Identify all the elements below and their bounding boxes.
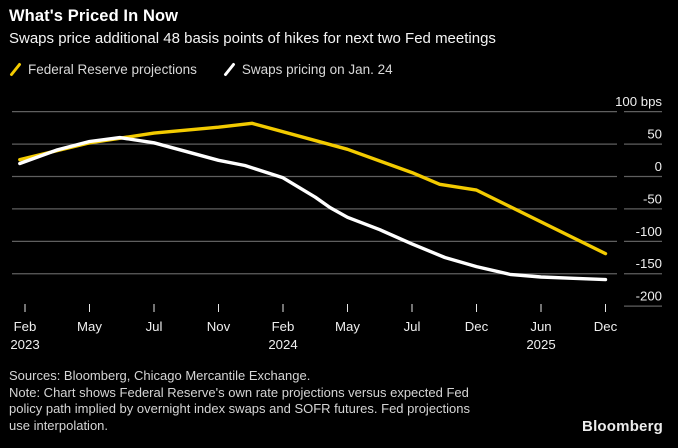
x-axis-month-label: Dec bbox=[465, 319, 489, 334]
y-axis-label: 50 bbox=[647, 127, 662, 142]
sources-text: Sources: Bloomberg, Chicago Mercantile E… bbox=[9, 368, 311, 383]
legend-label-fed-projections: Federal Reserve projections bbox=[28, 62, 197, 77]
chart-legend: Federal Reserve projections Swaps pricin… bbox=[9, 62, 393, 77]
bloomberg-logo: Bloomberg bbox=[582, 418, 663, 435]
y-axis-label: -100 bbox=[636, 224, 662, 239]
x-axis-year-label: 2025 bbox=[526, 337, 555, 352]
x-axis-month-label: Dec bbox=[594, 319, 618, 334]
x-axis-month-label: Nov bbox=[207, 319, 231, 334]
x-axis-month-label: May bbox=[335, 319, 360, 334]
legend-label-swaps-pricing: Swaps pricing on Jan. 24 bbox=[241, 62, 393, 77]
fed-projections-line bbox=[18, 121, 608, 256]
y-axis-label: -150 bbox=[636, 256, 662, 271]
x-axis-month-label: Feb bbox=[14, 319, 37, 334]
x-axis-month-label: May bbox=[77, 319, 102, 334]
legend-item-fed-projections: Federal Reserve projections bbox=[9, 62, 197, 77]
y-axis-label: -50 bbox=[643, 191, 662, 206]
note-text: Note: Chart shows Federal Reserve's own … bbox=[9, 384, 471, 433]
x-axis-month-label: Jul bbox=[404, 319, 421, 334]
y-axis-label: 0 bbox=[655, 159, 662, 174]
legend-item-swaps-pricing: Swaps pricing on Jan. 24 bbox=[223, 62, 393, 77]
white-slash-icon bbox=[223, 63, 235, 76]
fed-swaps-line-chart: 100 bps 50 0 -50 -100 -150 -200 Feb 2023 May Jul No… bbox=[10, 94, 662, 352]
chart-footer: Sources: Bloomberg, Chicago Mercantile E… bbox=[9, 368, 487, 434]
x-axis-year-label: 2023 bbox=[10, 337, 39, 352]
page-title: What's Priced In Now bbox=[9, 7, 179, 25]
x-axis-month-label: Jun bbox=[530, 319, 551, 334]
y-axis-label: -200 bbox=[636, 289, 662, 304]
x-axis-month-label: Feb bbox=[272, 319, 295, 334]
swaps-pricing-line bbox=[18, 135, 608, 282]
y-axis-label: 100 bps bbox=[615, 94, 662, 109]
x-axis-month-label: Jul bbox=[146, 319, 163, 334]
yellow-slash-icon bbox=[10, 63, 21, 76]
x-axis-year-label: 2024 bbox=[268, 337, 297, 352]
chart-subtitle: Swaps price additional 48 basis points o… bbox=[9, 30, 496, 47]
